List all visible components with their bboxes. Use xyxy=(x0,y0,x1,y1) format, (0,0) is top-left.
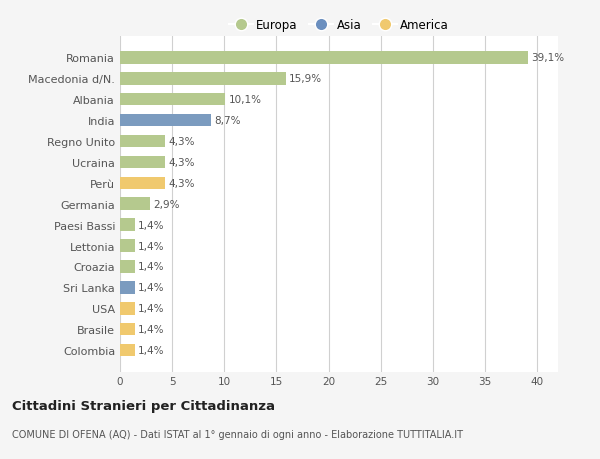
Bar xyxy=(120,177,165,190)
Text: 1,4%: 1,4% xyxy=(138,262,164,272)
Text: 4,3%: 4,3% xyxy=(168,179,194,188)
Bar xyxy=(120,281,134,294)
Bar xyxy=(120,219,134,231)
Bar xyxy=(120,52,528,64)
Text: Cittadini Stranieri per Cittadinanza: Cittadini Stranieri per Cittadinanza xyxy=(12,399,275,412)
Bar xyxy=(120,73,286,85)
Text: 1,4%: 1,4% xyxy=(138,345,164,355)
Text: 15,9%: 15,9% xyxy=(289,74,322,84)
Text: 8,7%: 8,7% xyxy=(214,116,241,126)
Bar xyxy=(120,198,150,211)
Text: COMUNE DI OFENA (AQ) - Dati ISTAT al 1° gennaio di ogni anno - Elaborazione TUTT: COMUNE DI OFENA (AQ) - Dati ISTAT al 1° … xyxy=(12,429,463,439)
Bar xyxy=(120,302,134,315)
Bar xyxy=(120,115,211,127)
Text: 1,4%: 1,4% xyxy=(138,325,164,335)
Text: 39,1%: 39,1% xyxy=(531,53,564,63)
Bar xyxy=(120,344,134,357)
Bar xyxy=(120,94,226,106)
Bar xyxy=(120,135,165,148)
Text: 10,1%: 10,1% xyxy=(229,95,262,105)
Text: 4,3%: 4,3% xyxy=(168,137,194,147)
Text: 1,4%: 1,4% xyxy=(138,241,164,251)
Text: 2,9%: 2,9% xyxy=(154,199,180,209)
Bar xyxy=(120,323,134,336)
Text: 1,4%: 1,4% xyxy=(138,283,164,293)
Bar xyxy=(120,156,165,169)
Text: 4,3%: 4,3% xyxy=(168,157,194,168)
Bar xyxy=(120,261,134,273)
Text: 1,4%: 1,4% xyxy=(138,220,164,230)
Text: 1,4%: 1,4% xyxy=(138,303,164,313)
Legend: Europa, Asia, America: Europa, Asia, America xyxy=(224,14,454,37)
Bar xyxy=(120,240,134,252)
